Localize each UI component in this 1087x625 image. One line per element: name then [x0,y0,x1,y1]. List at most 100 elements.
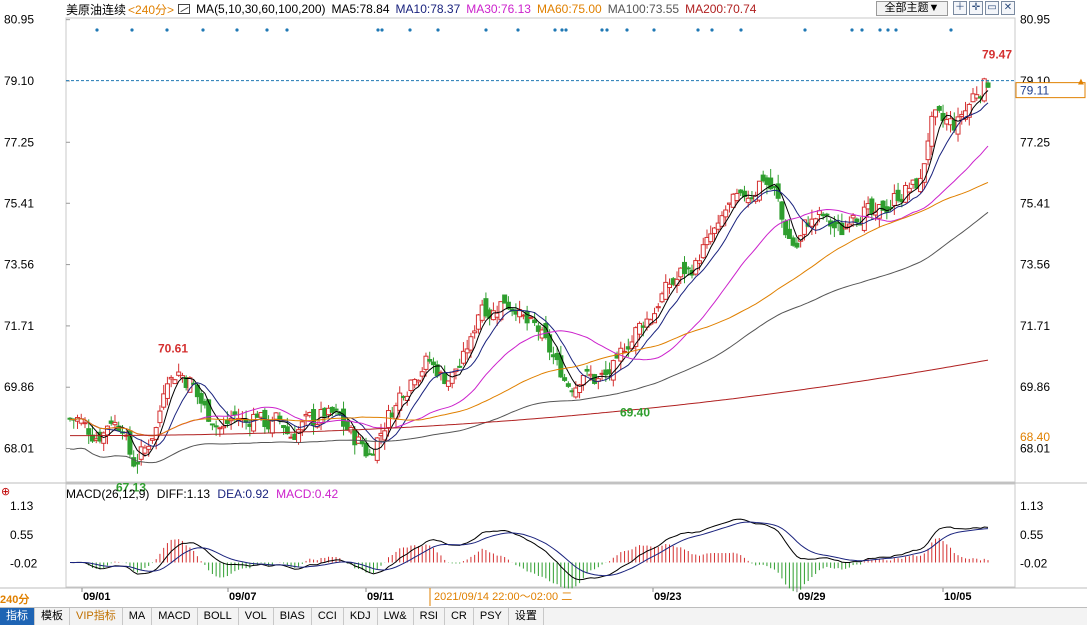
date-label: 09/11 [367,591,394,603]
macd-panel-frame [65,483,1016,588]
candle-down [86,428,92,435]
candle-down [584,368,590,372]
tab-bias[interactable]: BIAS [274,608,312,625]
candle-up [176,371,182,376]
candle-up [82,422,88,425]
zoom-icon[interactable]: ＋ [953,1,967,15]
event-marker [265,28,269,32]
macd-params[interactable]: MACD(26,12,9) [66,487,150,501]
candle-down [562,377,568,381]
candle-down [483,298,489,317]
ma-indicator-icon [178,4,191,14]
price-tick-left: 75.41 [4,196,34,210]
tab-vol[interactable]: VOL [239,608,274,625]
candle-up [756,180,762,201]
price-tick-left: 79.10 [4,74,34,88]
period-label[interactable]: <240分> [128,2,175,17]
candle-down [359,441,365,445]
price-tick-left: 73.56 [4,258,34,272]
candle-up [903,185,909,203]
event-marker [739,28,743,32]
candle-up [528,316,534,319]
candle-down [794,242,800,248]
event-marker [165,28,169,32]
macd-dea: DEA:0.92 [217,487,269,501]
tab-ma[interactable]: MA [123,608,153,625]
candle-up [251,413,257,432]
price-tick-right: 69.86 [1020,380,1050,394]
candle-up [696,260,702,264]
candle-up [921,163,927,183]
candle-up [637,322,643,335]
cursor-time-label: 2021/09/14 22:00～02:00 二 [434,591,572,603]
tab-vip-indicator[interactable]: VIP指标 [70,608,123,625]
candle-down [363,443,369,457]
candle-up [655,306,661,309]
event-marker [696,28,700,32]
crosshair-icon[interactable]: ✛ [969,1,983,15]
event-marker [605,28,609,32]
price-tick-right: 75.41 [1020,196,1050,210]
price-tick-left: 71.71 [4,319,34,333]
ma30-value: MA30:76.13 [466,2,531,16]
price-tick-right: 68.01 [1020,442,1050,456]
theme-dropdown[interactable]: 全部主题▼ [876,1,948,16]
event-marker [235,28,239,32]
candle-down [824,213,830,216]
ma-params[interactable]: MA(5,10,30,60,100,200) [196,2,326,16]
price-tick-left: 69.86 [4,380,34,394]
tab-cci[interactable]: CCI [312,608,344,625]
event-marker [484,28,488,32]
candle-down [457,365,463,368]
candle-down [565,383,571,387]
date-label: 09/01 [83,591,111,603]
macd-diff: DIFF:1.13 [156,487,211,501]
candle-down [895,189,901,201]
candle-up [667,283,673,289]
chart-header: 美原油连续 <240分> MA(5,10,30,60,100,200) MA5:… [66,1,762,17]
tab-boll[interactable]: BOLL [198,608,239,625]
tab-psy[interactable]: PSY [474,608,509,625]
tab-rsi[interactable]: RSI [414,608,445,625]
candle-up [933,109,939,118]
price-tick-right: 73.56 [1020,258,1050,272]
candle-down [131,457,137,467]
tab-indicator[interactable]: 指标 [0,608,35,625]
tab-macd[interactable]: MACD [152,608,198,625]
event-marker [803,28,807,32]
candle-up [187,377,193,393]
macd-target-icon[interactable]: ⊕ [1,486,11,498]
event-marker [860,28,864,32]
period-indicator[interactable]: 240分 [0,594,30,606]
candle-up [850,214,856,219]
tab-cr[interactable]: CR [445,608,474,625]
price-tick-right: 80.95 [1020,13,1050,27]
tab-settings[interactable]: 设置 [509,608,544,625]
candle-down [213,425,219,428]
candle-up [157,410,163,424]
candle-down [880,200,886,211]
tab-lw[interactable]: LW& [378,608,414,625]
candle-down [786,228,792,239]
ma200-value: MA200:70.74 [685,2,757,16]
price-tick-left: 77.25 [4,135,34,149]
candle-down [134,461,140,465]
event-marker [652,28,656,32]
candle-up [382,430,388,441]
event-marker [95,28,99,32]
event-marker [408,28,412,32]
candle-up [419,371,425,377]
tab-template[interactable]: 模板 [35,608,70,625]
candle-up [112,421,118,426]
restore-icon[interactable]: ▭ [985,1,999,15]
close-icon[interactable]: ✕ [1001,1,1015,15]
macd-tick-left: 1.13 [10,499,34,513]
instrument-name: 美原油连续 [66,2,127,17]
candle-up [846,223,852,227]
tab-kdj[interactable]: KDJ [344,608,378,625]
ma100-value: MA100:73.55 [607,2,680,16]
candle-down [311,409,317,426]
date-label: 09/23 [654,591,682,603]
macd-tick-right: 1.13 [1020,499,1044,513]
